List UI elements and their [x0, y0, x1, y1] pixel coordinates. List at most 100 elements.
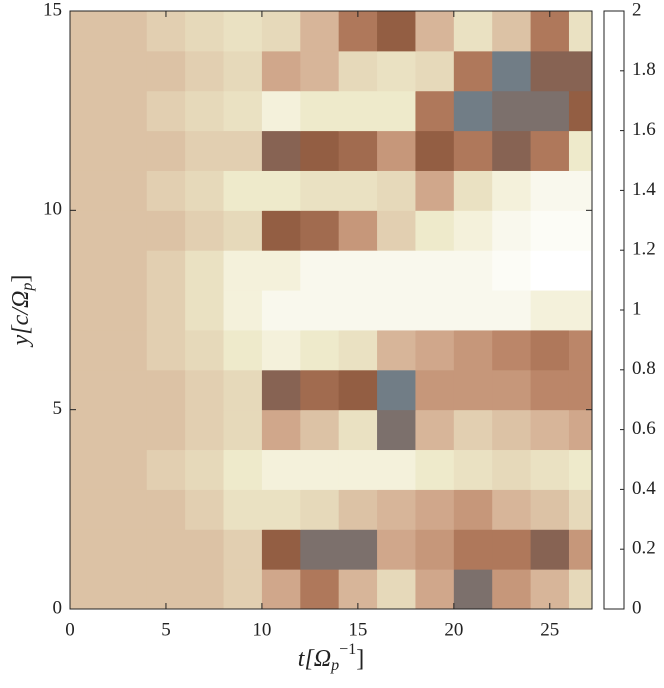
heatmap-cell	[338, 170, 378, 211]
heatmap-cell	[492, 250, 532, 291]
heatmap-cell	[70, 290, 109, 331]
heatmap-cell	[415, 50, 455, 92]
heatmap-cell	[70, 170, 109, 211]
heatmap-cell	[300, 489, 340, 530]
heatmap-cell	[453, 569, 493, 610]
y-tick-label: 0	[53, 597, 63, 618]
heatmap-cell	[70, 529, 109, 570]
heatmap-cell	[338, 290, 378, 331]
colorbar-tick-label: 1.4	[632, 179, 656, 200]
heatmap-cell	[261, 329, 301, 371]
heatmap-cell	[568, 50, 593, 92]
heatmap-cell	[261, 11, 301, 52]
heatmap-cell	[300, 170, 340, 211]
heatmap-cell	[338, 210, 378, 251]
heatmap-cell	[70, 50, 109, 92]
heatmap-cell	[377, 90, 416, 132]
heatmap-cell	[146, 250, 186, 291]
heatmap-cell	[185, 170, 225, 211]
x-tick-label: 15	[348, 619, 367, 640]
heatmap-cell	[223, 290, 263, 331]
heatmap-cell	[261, 489, 301, 530]
heatmap-cell	[492, 90, 532, 132]
heatmap-cell	[108, 130, 148, 171]
heatmap-cell	[492, 170, 532, 211]
heatmap-cell	[492, 290, 532, 331]
heatmap-cell	[377, 529, 416, 570]
colorbar-tick-label: 0.2	[632, 538, 656, 559]
heatmap-cell	[568, 449, 593, 490]
heatmap-cell	[377, 290, 416, 331]
heatmap-cell	[530, 409, 570, 451]
heatmap-cell	[338, 569, 378, 610]
heatmap-cell	[185, 290, 225, 331]
heatmap-cell	[453, 210, 493, 251]
heatmap-cell	[300, 569, 340, 610]
heatmap-cell	[261, 130, 301, 171]
heatmap-cell	[568, 210, 593, 251]
heatmap-cell	[261, 449, 301, 490]
heatmap-cell	[530, 449, 570, 490]
heatmap-cell	[568, 290, 593, 331]
heatmap-cell	[108, 409, 148, 451]
heatmap-cell	[261, 529, 301, 570]
heatmap-cell	[338, 90, 378, 132]
heatmap-cell	[300, 210, 340, 251]
heatmap-cell	[300, 529, 340, 570]
colorbar-tick-label: 0.4	[632, 478, 656, 499]
heatmap-cell	[530, 250, 570, 291]
y-tick-label: 15	[43, 0, 62, 20]
heatmap-cell	[146, 369, 186, 411]
heatmap-cell	[300, 250, 340, 291]
x-label-sup: −1	[339, 641, 356, 658]
heatmap-cell	[415, 250, 455, 291]
colorbar-tick-label: 1.6	[632, 119, 656, 140]
heatmap-cell	[300, 50, 340, 92]
heatmap-cell	[415, 369, 455, 411]
x-label-close: ]	[356, 646, 364, 672]
heatmap-cell	[492, 130, 532, 171]
heatmap-cell	[492, 489, 532, 530]
y-tick-label: 5	[53, 398, 63, 419]
heatmap-cell	[70, 449, 109, 490]
heatmap-cell	[146, 290, 186, 331]
heatmap-cell	[108, 11, 148, 52]
heatmap-cell	[492, 449, 532, 490]
colorbar-tick-label: 2	[632, 0, 642, 20]
heatmap-cell	[223, 50, 263, 92]
heatmap-cell	[377, 369, 416, 411]
colorbar-tick-label: 1.8	[632, 59, 656, 80]
heatmap-cell	[568, 90, 593, 132]
heatmap-cell	[338, 329, 378, 371]
heatmap-cell	[185, 329, 225, 371]
heatmap-cell	[108, 170, 148, 211]
heatmap-cell	[338, 130, 378, 171]
heatmap-cell	[108, 50, 148, 92]
heatmap-cell	[415, 329, 455, 371]
heatmap-cell	[70, 369, 109, 411]
heatmap-cell	[492, 329, 532, 371]
heatmap-cell	[223, 90, 263, 132]
heatmap-cell	[185, 409, 225, 451]
heatmap-cell	[530, 529, 570, 570]
heatmap	[70, 11, 593, 610]
heatmap-cell	[185, 50, 225, 92]
heatmap-cell	[568, 329, 593, 371]
heatmap-cell	[223, 210, 263, 251]
heatmap-cell	[300, 290, 340, 331]
heatmap-cell	[223, 529, 263, 570]
heatmap-cell	[185, 489, 225, 530]
heatmap-cell	[415, 449, 455, 490]
heatmap-cell	[108, 369, 148, 411]
heatmap-cell	[377, 50, 416, 92]
heatmap-cell	[70, 210, 109, 251]
heatmap-cell	[70, 489, 109, 530]
heatmap-cell	[338, 11, 378, 52]
heatmap-cell	[415, 130, 455, 171]
heatmap-cell	[223, 170, 263, 211]
heatmap-cell	[338, 369, 378, 411]
heatmap-cell	[261, 290, 301, 331]
heatmap-cell	[492, 409, 532, 451]
heatmap-cell	[185, 569, 225, 610]
heatmap-cell	[377, 449, 416, 490]
